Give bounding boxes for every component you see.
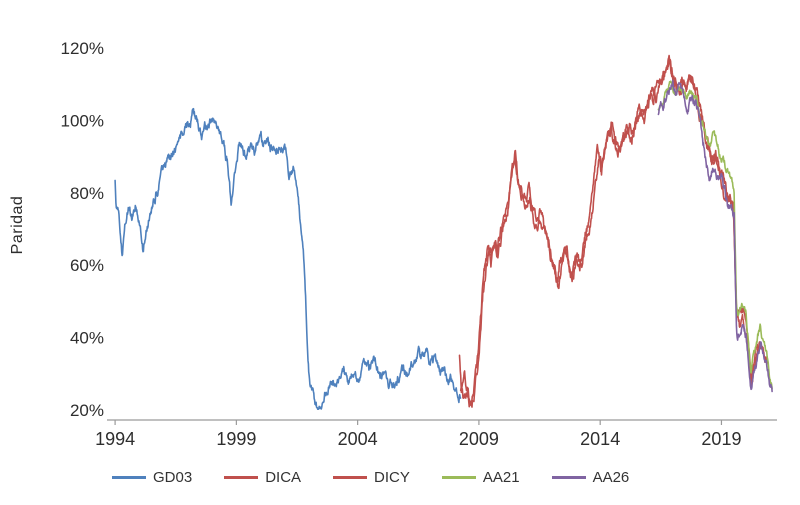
series-line-aa26: [657, 79, 773, 393]
y-tick-label: 120%: [61, 39, 104, 58]
legend-swatch-dicy: [333, 476, 368, 479]
x-tick-label: 1994: [95, 429, 135, 449]
legend-swatch-aa21: [441, 476, 476, 479]
legend-item-dicy: DICY: [333, 469, 410, 486]
legend-label: AA26: [592, 469, 630, 486]
y-tick-label: 80%: [70, 184, 104, 203]
y-tick-label: 20%: [70, 401, 104, 420]
legend-label: AA21: [482, 469, 520, 486]
legend-item-aa21: AA21: [441, 469, 520, 486]
series-line-dicy: [459, 54, 761, 408]
legend-item-dica: DICA: [224, 469, 301, 486]
series-line-dica: [458, 58, 769, 408]
y-tick-label: 100%: [61, 111, 104, 130]
legend-swatch-dica: [224, 476, 259, 479]
legend-label: DICA: [265, 469, 302, 486]
legend-item-aa26: AA26: [551, 469, 630, 486]
chart-legend: GD03 DICA DICY AA21 AA26: [112, 469, 629, 486]
y-tick-label: 40%: [70, 329, 104, 348]
x-tick-label: 2019: [701, 429, 741, 449]
x-tick-label: 2009: [459, 429, 499, 449]
legend-label: GD03: [153, 469, 193, 486]
y-tick-label: 60%: [70, 256, 104, 275]
series-line-aa21: [657, 80, 773, 390]
legend-item-gd03: GD03: [112, 469, 192, 486]
legend-swatch-gd03: [112, 476, 146, 479]
legend-label: DICY: [374, 469, 410, 486]
series-line-gd03: [114, 107, 462, 411]
x-tick-label: 1999: [216, 429, 256, 449]
x-tick-label: 2004: [338, 429, 378, 449]
legend-swatch-aa26: [551, 476, 586, 479]
x-tick-label: 2014: [580, 429, 620, 449]
